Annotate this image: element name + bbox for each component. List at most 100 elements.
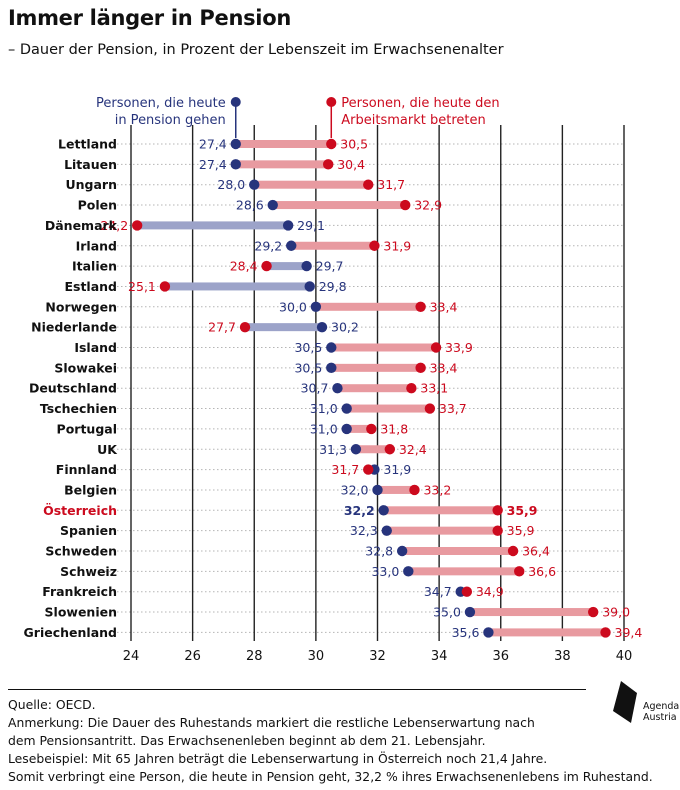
data-label-future: 31,8 <box>380 421 408 436</box>
point-current <box>464 606 476 618</box>
point-current <box>403 566 414 577</box>
data-label-future: 33,2 <box>423 482 451 497</box>
logo-text-line-2: Austria <box>643 712 677 723</box>
point-future <box>492 525 503 536</box>
category-label: Schweden <box>45 544 117 559</box>
point-current <box>249 179 260 190</box>
category-label: Frankreich <box>42 584 117 599</box>
point-current <box>341 423 352 435</box>
category-label: Italien <box>72 259 117 274</box>
footer-notes: Quelle: OECD. Anmerkung: Die Dauer des R… <box>8 696 653 786</box>
point-future <box>363 179 374 190</box>
point-current <box>326 362 337 374</box>
data-label-future: 33,9 <box>445 340 473 355</box>
data-label-future: 32,9 <box>414 198 442 213</box>
data-label-current: 27,4 <box>199 137 227 152</box>
data-label-current: 30,5 <box>294 360 322 375</box>
point-future <box>507 545 519 557</box>
category-label: Schweiz <box>60 564 117 579</box>
x-tick-label: 38 <box>554 649 571 664</box>
x-tick-label: 26 <box>184 649 201 664</box>
legend-label-future: Arbeitsmarkt betreten <box>341 113 485 128</box>
point-current <box>396 545 408 557</box>
data-label-current: 29,2 <box>254 238 282 253</box>
point-current <box>316 321 328 333</box>
range-bar <box>386 526 498 535</box>
data-label-current: 30,2 <box>331 320 359 335</box>
category-label: Niederlande <box>31 320 117 335</box>
dumbbell-chart: 24 26 28 30 32 34 36 38 40 Personen, die heute in… <box>24 96 643 664</box>
point-future <box>326 138 337 150</box>
data-label-future: 25,1 <box>128 279 156 294</box>
point-future <box>415 362 426 374</box>
data-label-future: 30,4 <box>337 157 365 172</box>
x-tick-label: 24 <box>123 649 140 664</box>
data-label-future: 31,7 <box>331 462 359 477</box>
point-future <box>239 321 251 333</box>
category-label: Estland <box>64 279 117 294</box>
data-points <box>131 138 611 638</box>
data-label-future: 39,0 <box>602 605 630 620</box>
legend-marker-current <box>230 97 241 107</box>
point-future <box>514 566 525 577</box>
x-tick-label: 36 <box>492 649 509 664</box>
point-future <box>261 260 272 272</box>
remark-line-1: Anmerkung: Die Dauer des Ruhestands mark… <box>8 715 535 730</box>
logo-text: Agenda Austria <box>643 701 679 723</box>
category-label: UK <box>97 442 118 457</box>
category-label: Belgien <box>64 482 117 497</box>
point-current <box>282 220 294 231</box>
range-bar <box>383 506 498 515</box>
data-label-future: 34,9 <box>476 584 504 599</box>
range-bar <box>245 323 323 332</box>
point-future <box>363 464 374 475</box>
range-bar <box>346 424 372 433</box>
data-label-future: 35,9 <box>507 503 538 518</box>
data-label-future: 33,7 <box>439 401 467 416</box>
range-bar <box>235 140 332 148</box>
range-bar <box>331 363 421 372</box>
range-bar <box>377 485 415 494</box>
category-label: Griechenland <box>24 625 117 640</box>
data-label-current: 32,3 <box>350 523 378 538</box>
point-current <box>267 199 278 211</box>
range-bar <box>164 282 310 291</box>
category-label: Slowenien <box>45 605 117 620</box>
point-future <box>369 240 380 251</box>
x-tick-label: 34 <box>431 649 448 664</box>
point-future <box>323 159 334 170</box>
legend-label-current: Personen, die heute <box>96 96 226 111</box>
point-future <box>492 505 503 516</box>
x-tick-label: 40 <box>616 649 633 664</box>
legend-marker-future <box>326 97 337 107</box>
data-label-future: 39,4 <box>615 625 643 640</box>
category-label: Finnland <box>56 462 117 477</box>
category-label: Portugal <box>57 421 117 436</box>
point-future <box>461 586 473 597</box>
category-label: Österreich <box>43 503 117 518</box>
data-label-future: 24,2 <box>100 218 128 233</box>
range-bar <box>346 404 430 413</box>
point-current <box>326 342 337 353</box>
category-label: Deutschland <box>29 381 117 396</box>
data-label-current: 30,5 <box>294 340 322 355</box>
range-bars <box>137 140 606 637</box>
data-label-current: 35,0 <box>433 605 461 620</box>
point-future <box>430 342 442 353</box>
category-label: Tschechien <box>40 401 117 416</box>
data-label-future: 33,1 <box>420 381 448 396</box>
category-label: Slowakei <box>54 360 117 375</box>
legend-label-current: in Pension gehen <box>115 113 226 128</box>
data-label-future: 27,7 <box>208 320 236 335</box>
point-future <box>587 606 599 618</box>
category-label: Litauen <box>64 157 117 172</box>
data-label-future: 32,4 <box>399 442 427 457</box>
remark-line-2: dem Pensionsantritt. Das Erwachsenenlebe… <box>8 733 486 748</box>
data-label-current: 28,6 <box>236 198 264 213</box>
chart-subtitle: – Dauer der Pension, in Prozent der Lebe… <box>8 42 504 58</box>
logo-text-line-1: Agenda <box>643 701 680 712</box>
data-label-current: 32,2 <box>344 503 375 518</box>
data-label-future: 31,9 <box>383 238 411 253</box>
data-label-current: 32,8 <box>365 544 393 559</box>
agenda-austria-logo-icon <box>613 681 637 723</box>
